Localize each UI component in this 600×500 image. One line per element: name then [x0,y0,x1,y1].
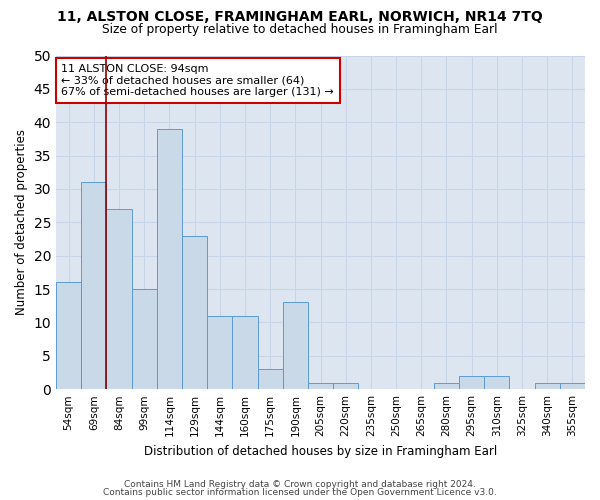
Text: Contains HM Land Registry data © Crown copyright and database right 2024.: Contains HM Land Registry data © Crown c… [124,480,476,489]
Bar [106,209,131,389]
Bar [232,316,257,389]
Bar [560,382,585,389]
Y-axis label: Number of detached properties: Number of detached properties [15,130,28,316]
Bar [207,316,232,389]
Bar [308,382,333,389]
Bar [182,236,207,389]
Bar [131,289,157,389]
X-axis label: Distribution of detached houses by size in Framingham Earl: Distribution of detached houses by size … [144,444,497,458]
Text: 11, ALSTON CLOSE, FRAMINGHAM EARL, NORWICH, NR14 7TQ: 11, ALSTON CLOSE, FRAMINGHAM EARL, NORWI… [57,10,543,24]
Bar [157,129,182,389]
Bar [459,376,484,389]
Bar [434,382,459,389]
Text: 11 ALSTON CLOSE: 94sqm
← 33% of detached houses are smaller (64)
67% of semi-det: 11 ALSTON CLOSE: 94sqm ← 33% of detached… [61,64,334,97]
Bar [257,369,283,389]
Bar [333,382,358,389]
Bar [56,282,81,389]
Text: Contains public sector information licensed under the Open Government Licence v3: Contains public sector information licen… [103,488,497,497]
Bar [484,376,509,389]
Bar [81,182,106,389]
Bar [535,382,560,389]
Bar [283,302,308,389]
Text: Size of property relative to detached houses in Framingham Earl: Size of property relative to detached ho… [102,22,498,36]
